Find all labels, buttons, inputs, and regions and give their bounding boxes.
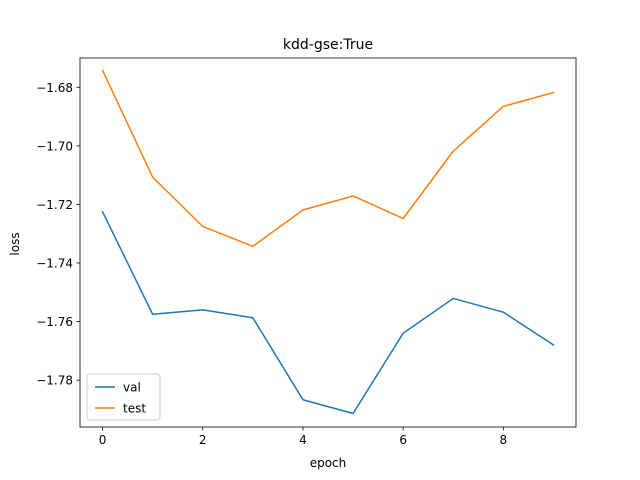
axes-frame xyxy=(79,57,577,428)
x-tick-label: 4 xyxy=(299,433,307,447)
series-line-test xyxy=(101,69,555,248)
x-tick-label: 0 xyxy=(99,433,107,447)
y-tick-label: −1.74 xyxy=(36,257,73,271)
x-tick-label: 2 xyxy=(199,433,207,447)
x-axis-ticks: 0 2 4 6 8 xyxy=(99,427,507,447)
y-tick-label: −1.76 xyxy=(36,315,73,329)
y-axis-title: loss xyxy=(8,232,22,255)
x-axis-title: epoch xyxy=(310,456,347,470)
x-tick-label: 8 xyxy=(500,433,508,447)
x-tick-label: 6 xyxy=(399,433,407,447)
series-layer xyxy=(101,69,555,415)
y-axis-ticks: −1.78 −1.76 −1.74 −1.72 −1.70 −1.68 xyxy=(36,81,80,388)
y-tick-label: −1.70 xyxy=(36,139,73,153)
legend-label-val: val xyxy=(123,381,141,395)
legend-label-test: test xyxy=(123,402,146,416)
legend: val test xyxy=(86,373,161,421)
y-tick-label: −1.72 xyxy=(36,198,73,212)
chart-title: kdd-gse:True xyxy=(283,37,373,53)
y-tick-label: −1.78 xyxy=(36,374,73,388)
y-tick-label: −1.68 xyxy=(36,81,73,95)
series-line-val xyxy=(101,210,555,415)
